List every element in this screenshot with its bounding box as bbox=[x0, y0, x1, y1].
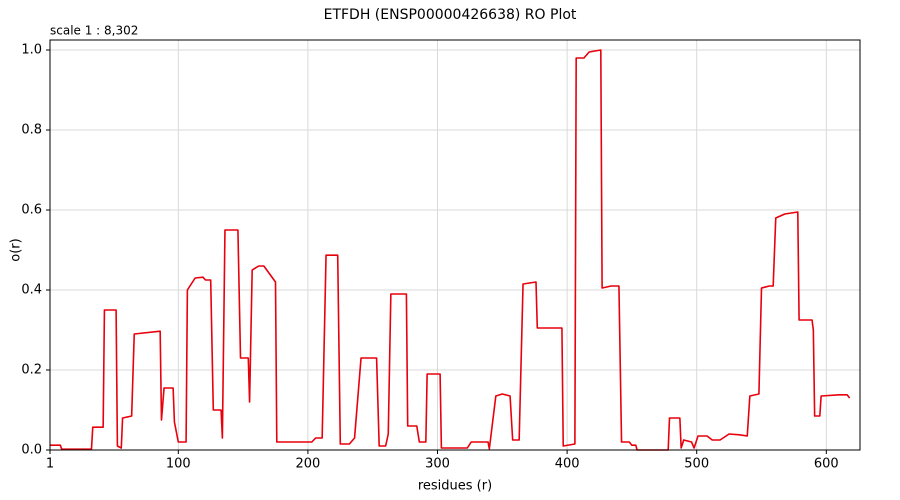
x-tick-label: 400 bbox=[555, 457, 580, 472]
y-tick-label: 1.0 bbox=[21, 43, 42, 58]
y-axis-label: o(r) bbox=[9, 238, 24, 261]
scale-annotation: scale 1 : 8,302 bbox=[50, 24, 138, 38]
y-tick-label: 0.2 bbox=[21, 363, 42, 378]
x-tick-label: 1 bbox=[46, 457, 54, 472]
x-tick-label: 600 bbox=[814, 457, 839, 472]
y-tick-label: 0.0 bbox=[21, 443, 42, 458]
chart-title: ETFDH (ENSP00000426638) RO Plot bbox=[324, 7, 577, 23]
data-line bbox=[50, 49, 851, 451]
x-tick-label: 300 bbox=[425, 457, 450, 472]
plot bbox=[50, 49, 851, 451]
y-tick-label: 0.4 bbox=[21, 283, 42, 298]
x-tick-label: 100 bbox=[166, 457, 191, 472]
x-tick-label: 500 bbox=[684, 457, 709, 472]
y-tick-label: 0.8 bbox=[21, 123, 42, 138]
grid bbox=[49, 40, 860, 451]
y-tick-label: 0.6 bbox=[21, 203, 42, 218]
x-axis-label: residues (r) bbox=[418, 479, 492, 494]
x-tick-label: 200 bbox=[295, 457, 320, 472]
plot-frame bbox=[49, 39, 861, 451]
